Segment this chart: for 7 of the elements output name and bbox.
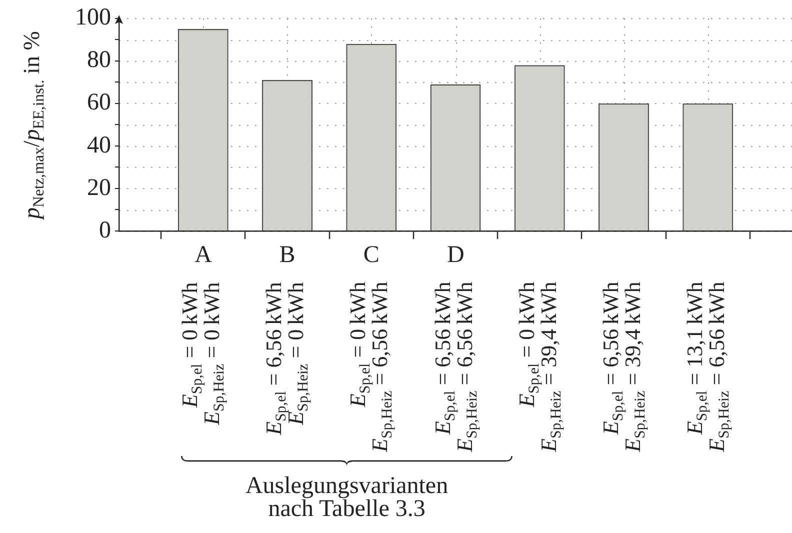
y-tick-label: 20 [87,174,111,201]
y-tick-label: 40 [87,132,111,158]
y-tick-label: 80 [87,47,111,74]
y-tick-label: 100 [75,4,111,31]
y-tick-label: 60 [87,90,111,116]
y-tick-label: 0 [99,217,111,244]
text: Auslegungsvarianten nach Tabelle 3.3 [245,473,448,522]
